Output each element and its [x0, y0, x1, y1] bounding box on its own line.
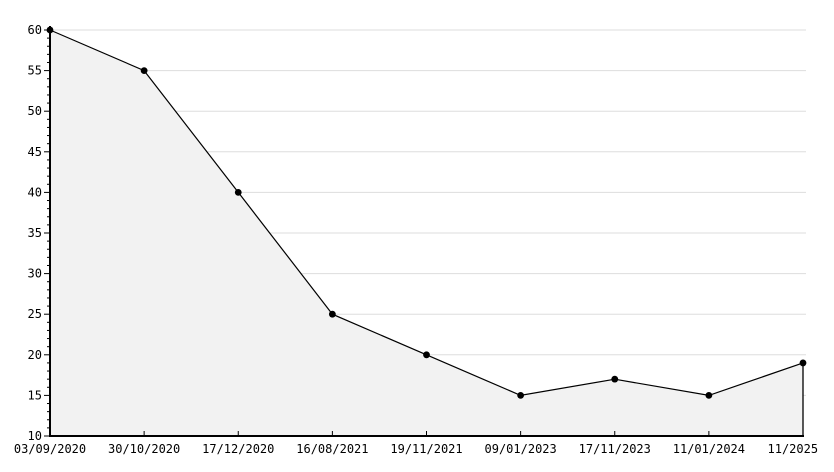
area-fill	[50, 30, 803, 436]
x-tick-label: 09/01/2023	[485, 442, 557, 456]
y-tick-label: 30	[28, 267, 42, 281]
x-tick-label: 16/08/2021	[296, 442, 368, 456]
y-tick-label: 60	[28, 23, 42, 37]
x-tick-label: 17/12/2020	[202, 442, 274, 456]
y-tick-label: 25	[28, 307, 42, 321]
x-tick-label: 03/09/2020	[14, 442, 86, 456]
y-tick-label: 10	[28, 429, 42, 443]
data-point	[705, 392, 713, 399]
y-tick-label: 55	[28, 64, 42, 78]
x-tick-label: 11/2025	[768, 442, 819, 456]
x-tick-label: 11/01/2024	[673, 442, 745, 456]
data-point	[799, 359, 807, 367]
data-point	[140, 67, 148, 74]
data-point	[328, 310, 336, 318]
y-tick-label: 20	[28, 348, 42, 362]
y-tick-label: 35	[28, 226, 42, 240]
y-tick-label: 40	[28, 185, 42, 199]
x-tick-label: 30/10/2020	[108, 442, 180, 456]
x-tick-label: 19/11/2021	[390, 442, 462, 456]
y-tick-label: 15	[28, 388, 42, 402]
data-point	[611, 375, 619, 383]
y-tick-label: 50	[28, 104, 42, 118]
x-tick-label: 17/11/2023	[579, 442, 651, 456]
y-tick-label: 45	[28, 145, 42, 159]
data-point	[517, 392, 525, 399]
data-point	[234, 189, 242, 196]
data-point	[423, 351, 430, 359]
